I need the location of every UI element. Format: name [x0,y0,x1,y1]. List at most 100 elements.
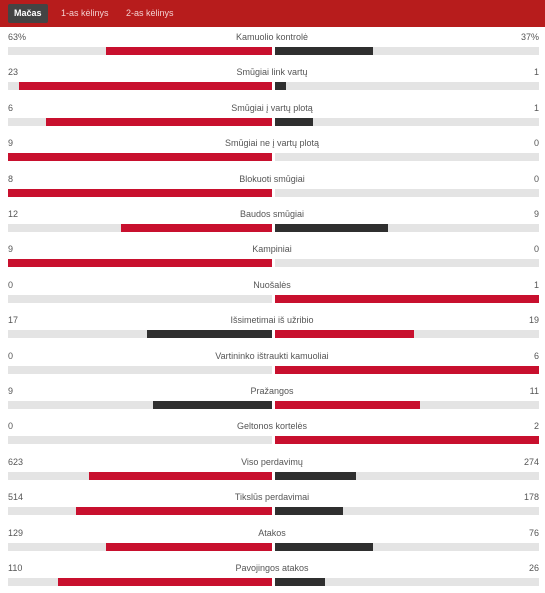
away-value: 178 [523,492,539,503]
away-bar-track [275,47,539,55]
away-bar-track [275,224,539,232]
away-bar-track [275,330,539,339]
home-bar [19,82,272,91]
stat-label: Smūgiai į vartų plotą [231,102,313,113]
home-bar [58,578,272,586]
away-value: 1 [533,102,539,113]
home-value: 0 [8,350,14,361]
home-value: 63% [8,32,27,42]
stat-row: 514 Tikslūs perdavimai 178 [0,487,545,522]
away-bar-track [275,471,539,480]
home-value: 0 [8,421,14,432]
home-bar-track [8,330,272,339]
stat-row: 129 Atakos 76 [0,523,545,558]
stat-row: 0 Geltonos kortelės 2 [0,416,545,451]
away-value: 2 [533,421,539,432]
away-value: 0 [533,138,539,149]
home-bar-track [8,365,272,374]
stat-label: Viso perdavimų [241,456,303,467]
stat-label: Nuošalės [253,279,291,290]
home-value: 6 [8,102,14,113]
away-bar [275,542,373,551]
stat-label: Pavojingos atakos [235,563,309,573]
home-value: 514 [8,492,24,503]
home-value: 129 [8,527,24,538]
home-bar-track [8,578,272,586]
stat-label: Baudos smūgiai [239,209,305,219]
home-bar [121,224,272,232]
stat-row: 63% Kamuolio kontrolė 37% [0,27,545,62]
away-bar-track [275,507,539,516]
home-value: 623 [8,456,24,467]
home-bar-track [8,294,272,303]
away-bar-track [275,259,539,268]
away-bar-track [275,117,539,126]
home-bar [105,47,272,55]
tab-second-half[interactable]: 2-as kėlinys [126,8,174,18]
away-bar-track [275,82,539,91]
tab-match[interactable]: Mačas [8,4,48,23]
stat-row: 8 Blokuoti smūgiai 0 [0,169,545,204]
home-bar [153,401,272,409]
away-bar-track [275,188,539,197]
home-bar [88,471,272,480]
stat-row: 9 Smūgiai ne į vartų plotą 0 [0,133,545,168]
stat-row: 23 Smūgiai link vartų 1 [0,62,545,97]
away-bar [275,578,326,586]
home-bar-track [8,153,272,162]
away-value: 0 [533,173,539,184]
away-value: 9 [533,209,539,219]
home-bar [147,330,272,339]
stat-label: Vartininko ištraukti kamuoliai [215,350,329,361]
home-value: 9 [8,244,14,255]
away-value: 37% [520,32,539,42]
home-bar-track [8,507,272,516]
period-tab-bar: Mačas 1-as kėlinys 2-as kėlinys [0,0,545,27]
away-bar [275,224,389,232]
home-bar [8,188,272,197]
home-value: 9 [8,138,14,149]
tab-first-half[interactable]: 1-as kėlinys [61,8,109,18]
away-bar [275,401,421,409]
home-bar [8,259,272,268]
away-bar [275,294,539,303]
away-value: 6 [533,350,539,361]
stat-row: 9 Kampiniai 0 [0,239,545,274]
away-bar-track [275,294,539,303]
stat-label: Tikslūs perdavimai [234,492,310,503]
away-bar [275,436,539,445]
stat-row: 12 Baudos smūgiai 9 [0,204,545,239]
away-value: 26 [528,563,539,573]
away-value: 19 [528,315,539,326]
stat-label: Išsimetimai iš užribio [230,315,314,326]
away-bar [275,507,343,516]
away-bar [275,330,415,339]
stat-row: 6 Smūgiai į vartų plotą 1 [0,98,545,133]
home-value: 9 [8,386,14,396]
home-bar-track [8,259,272,268]
stat-label: Kampiniai [252,244,292,255]
away-bar-track [275,401,539,409]
away-value: 11 [529,386,539,396]
away-value: 1 [533,279,539,290]
home-bar-track [8,82,272,91]
home-value: 110 [8,563,23,573]
stat-label: Geltonos kortelės [236,421,308,432]
stat-row: 0 Vartininko ištraukti kamuoliai 6 [0,346,545,381]
away-bar-track [275,578,539,586]
away-bar-track [275,365,539,374]
away-bar-track [275,436,539,445]
home-bar-track [8,471,272,480]
home-bar [105,542,272,551]
home-bar [75,507,272,516]
home-bar-track [8,401,272,409]
away-bar-track [275,153,539,162]
away-bar [275,471,356,480]
stat-row: 9 Pražangos 11 [0,381,545,416]
away-bar-track [275,542,539,551]
home-bar-track [8,47,272,55]
home-value: 8 [8,173,14,184]
away-bar [275,82,286,91]
away-value: 1 [533,67,539,78]
home-value: 12 [8,209,19,219]
